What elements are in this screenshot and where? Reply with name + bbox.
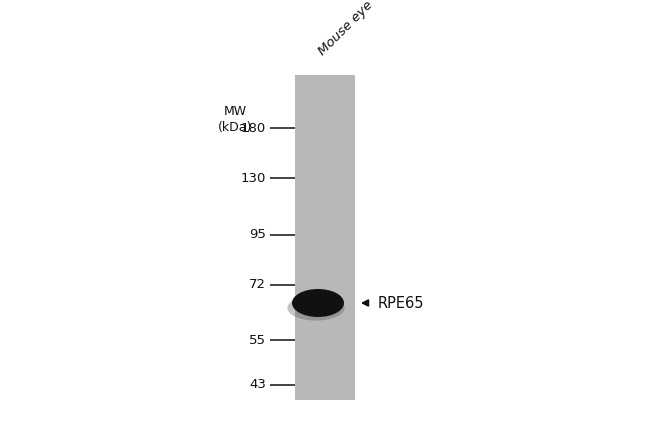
- Text: 55: 55: [249, 333, 266, 346]
- Text: 43: 43: [249, 379, 266, 392]
- Text: 180: 180: [240, 122, 266, 135]
- Bar: [295, 75, 355, 400]
- Text: 72: 72: [249, 279, 266, 292]
- Ellipse shape: [287, 295, 344, 321]
- Text: 130: 130: [240, 171, 266, 184]
- Text: Mouse eye: Mouse eye: [316, 0, 376, 58]
- Text: MW
(kDa): MW (kDa): [218, 105, 252, 134]
- Text: RPE65: RPE65: [378, 295, 424, 311]
- Ellipse shape: [292, 289, 344, 317]
- Text: 95: 95: [249, 228, 266, 241]
